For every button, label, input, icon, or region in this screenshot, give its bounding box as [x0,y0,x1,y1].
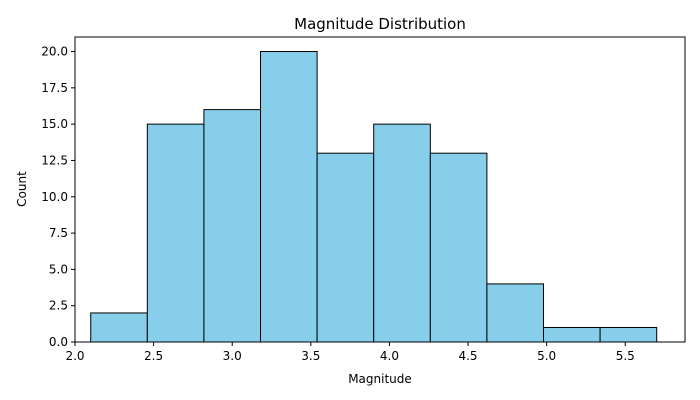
y-tick-label: 10.0 [41,190,68,204]
plot-frame [74,36,686,343]
histogram-bar-5 [316,152,375,343]
histogram-bar-9 [543,326,601,343]
y-tick-label: 20.0 [41,45,68,59]
histogram-bar-2 [146,123,205,343]
x-tick-label: 2.0 [65,349,84,363]
histogram-bar-1 [90,312,148,343]
histogram-bar-4 [260,51,318,343]
x-tick-label: 3.5 [301,349,320,363]
histogram-bar-6 [373,123,431,343]
x-tick-label: 5.5 [616,349,635,363]
y-tick-label: 12.5 [41,153,68,167]
histogram-bar-8 [486,283,545,343]
x-tick-label: 2.5 [144,349,163,363]
x-tick-label: 5.0 [537,349,556,363]
y-tick-label: 17.5 [41,81,68,95]
x-tick-label: 3.0 [223,349,242,363]
y-axis: 0.0 2.5 5.0 7.5 10.0 12.5 15.0 17.5 20.0 [41,45,75,349]
x-tick-label: 4.0 [380,349,399,363]
histogram-bar-10 [599,326,658,343]
y-tick-label: 5.0 [49,262,68,276]
y-tick-label: 7.5 [49,226,68,240]
histogram-bar-3 [203,109,262,343]
y-tick-label: 15.0 [41,117,68,131]
bars-group [90,51,658,343]
y-axis-label: Count [15,171,29,207]
histogram-bar-7 [429,152,488,343]
x-axis: 2.0 2.5 3.0 3.5 4.0 4.5 5.0 5.5 [65,342,635,363]
x-axis-label: Magnitude [348,372,412,386]
y-tick-label: 0.0 [49,335,68,349]
y-tick-label: 2.5 [49,299,68,313]
chart-title: Magnitude Distribution [294,15,466,33]
x-tick-label: 4.5 [458,349,477,363]
